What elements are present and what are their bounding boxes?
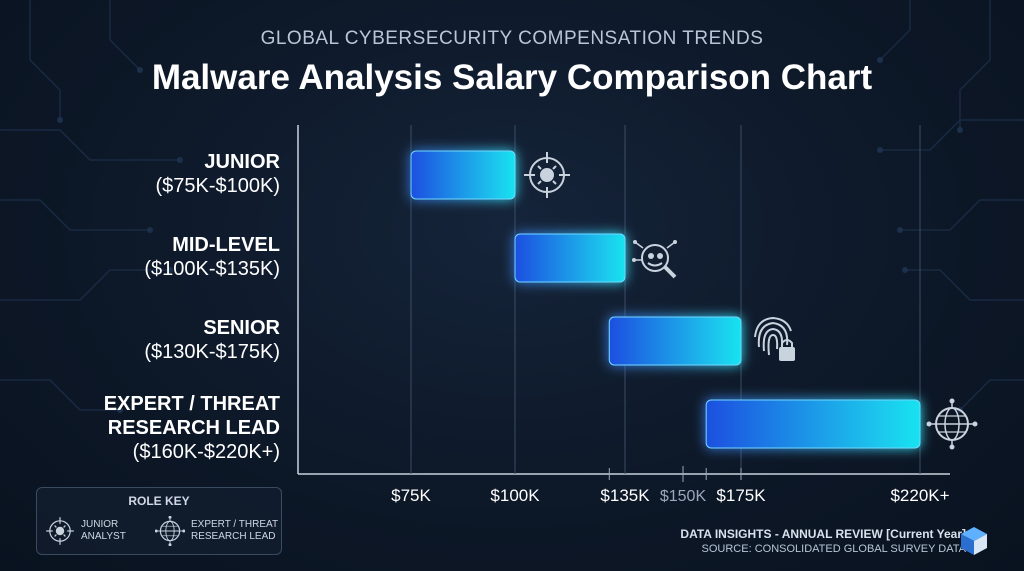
- x-tick-label: $135K: [600, 486, 650, 505]
- virus-crosshair-icon: [45, 516, 75, 546]
- x-tick-label: $175K: [716, 486, 766, 505]
- category-range: ($100K-$135K): [144, 258, 280, 280]
- cube-logo-icon: [961, 527, 987, 555]
- category-label: SENIOR ($130K-$175K): [144, 316, 280, 364]
- x-tick-label: $100K: [490, 486, 540, 505]
- x-tick-label: $220K+: [890, 486, 949, 505]
- legend-title: ROLE KEY: [128, 494, 190, 508]
- salary-bar: [705, 399, 921, 449]
- chart-title: Malware Analysis Salary Comparison Chart: [151, 58, 873, 97]
- bug-magnifier-icon: [630, 238, 679, 279]
- salary-bar: [410, 150, 516, 200]
- category-name: JUNIOR: [204, 151, 280, 173]
- category-label: EXPERT / THREAT RESEARCH LEAD ($160K-$220K…: [104, 392, 280, 464]
- x-tick-label: $150K: [660, 488, 707, 505]
- legend-item-junior: JUNIOR ANALYST: [45, 516, 126, 546]
- x-tick-label: $75K: [391, 486, 431, 505]
- category-label: MID-LEVEL ($100K-$135K): [144, 233, 280, 281]
- legend-item-line1: EXPERT / THREAT: [191, 519, 279, 530]
- chart-subtitle: GLOBAL CYBERSECURITY COMPENSATION TRENDS: [260, 28, 764, 49]
- category-range: ($75K-$100K): [155, 175, 280, 197]
- category-range: ($160K-$220K+): [132, 441, 280, 463]
- footer-source: SOURCE: CONSOLIDATED GLOBAL SURVEY DATA: [701, 543, 966, 555]
- legend-item-line2: RESEARCH LEAD: [191, 531, 276, 542]
- legend-item-expert: EXPERT / THREAT RESEARCH LEAD: [155, 516, 278, 546]
- globe-network-icon: [155, 516, 185, 546]
- category-name: SENIOR: [203, 317, 280, 339]
- category-name: RESEARCH LEAD: [107, 417, 280, 439]
- role-key-legend: ROLE KEY JUNIOR ANALYST EXPERT / THREAT RE…: [36, 487, 282, 555]
- legend-item-line2: ANALYST: [81, 531, 126, 542]
- category-range: ($130K-$175K): [144, 341, 280, 363]
- category-name: EXPERT / THREAT: [103, 393, 280, 415]
- salary-bar: [514, 233, 626, 283]
- footer-title: DATA INSIGHTS - ANNUAL REVIEW [Current Y…: [680, 527, 966, 541]
- category-name: MID-LEVEL: [172, 234, 280, 256]
- legend-item-line1: JUNIOR: [81, 519, 119, 530]
- salary-bar: [608, 316, 742, 366]
- globe-network-icon: [925, 397, 979, 451]
- virus-crosshair-icon: [523, 151, 571, 199]
- category-label: JUNIOR ($75K-$100K): [155, 150, 280, 198]
- fingerprint-lock-icon: [754, 317, 796, 362]
